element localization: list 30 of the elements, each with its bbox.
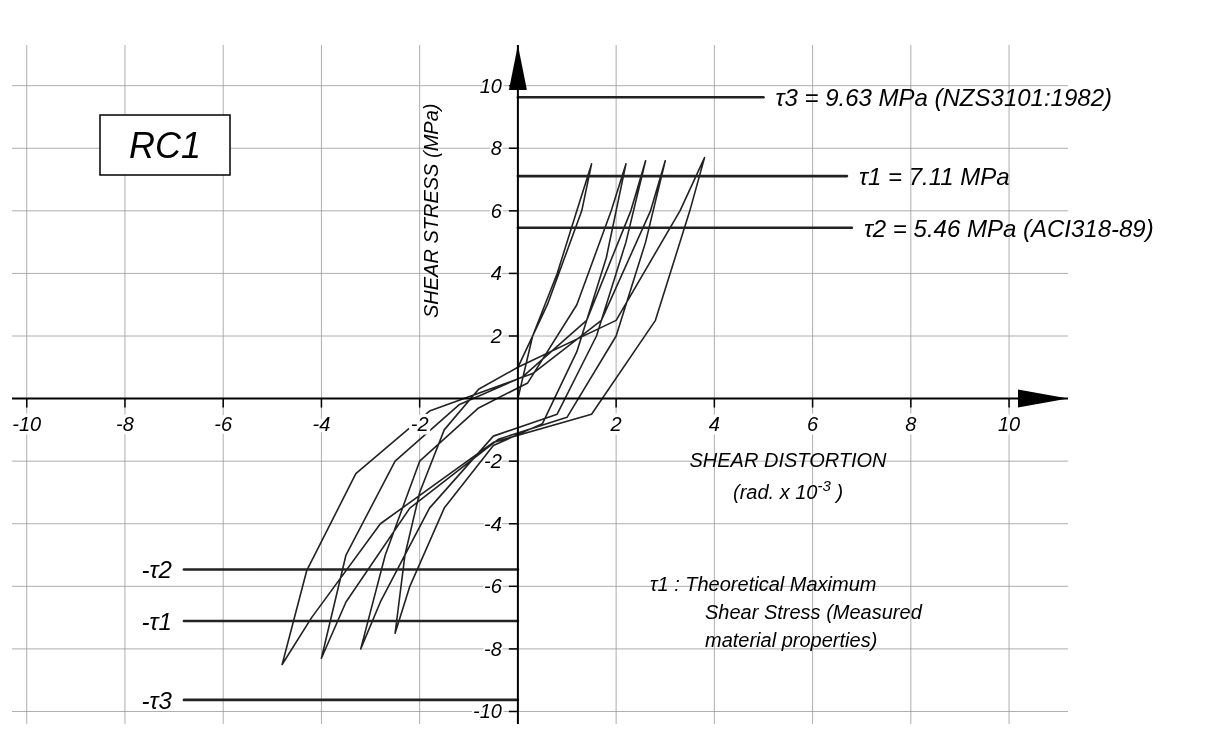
series-label: τ3 = 9.63 MPa (NZS3101:1982): [775, 84, 1112, 112]
y-tick-label: -8: [484, 637, 502, 660]
series-label: τ2 = 5.46 MPa (ACI318-89): [863, 214, 1154, 242]
x-tick-label: 10: [997, 412, 1021, 435]
x-tick-label: -8: [116, 412, 134, 435]
x-tick-label: -6: [214, 412, 233, 435]
y-tick-label: -10: [472, 700, 502, 723]
x-tick-label: 6: [807, 412, 820, 435]
y-tick-label: -2: [484, 450, 502, 473]
annotation: τ1 : Theoretical Maximum Shear Stress (Measured material properties): [650, 573, 923, 652]
series-label: -τ2: [141, 556, 172, 584]
x-tick-label: 8: [905, 412, 917, 435]
y-tick-label: 2: [489, 325, 502, 347]
series-label: -τ1: [141, 608, 172, 636]
y-tick-label: -6: [484, 575, 503, 598]
y-tick-label: 4: [490, 262, 502, 285]
y-axis-title: SHEAR STRESS (MPa): [419, 103, 442, 319]
y-tick-label: 6: [490, 199, 503, 222]
series-label: -τ3: [141, 686, 173, 714]
y-tick-label: -4: [484, 512, 502, 535]
series-label: τ1 = 7.11 MPa: [858, 163, 1010, 191]
y-tick-label: 10: [479, 74, 502, 97]
x-tick-label: -2: [410, 412, 429, 435]
text: RC1: [128, 125, 202, 166]
x-tick-label: -4: [312, 412, 331, 435]
x-axis-title: SHEAR DISTORTION (rad. x 10$^{-3}$ ): [689, 449, 888, 504]
x-tick-label: 4: [708, 412, 720, 435]
x-tick-label: -10: [12, 412, 42, 435]
y-tick-label: 8: [490, 137, 502, 160]
x-tick-label: 2: [609, 412, 622, 435]
